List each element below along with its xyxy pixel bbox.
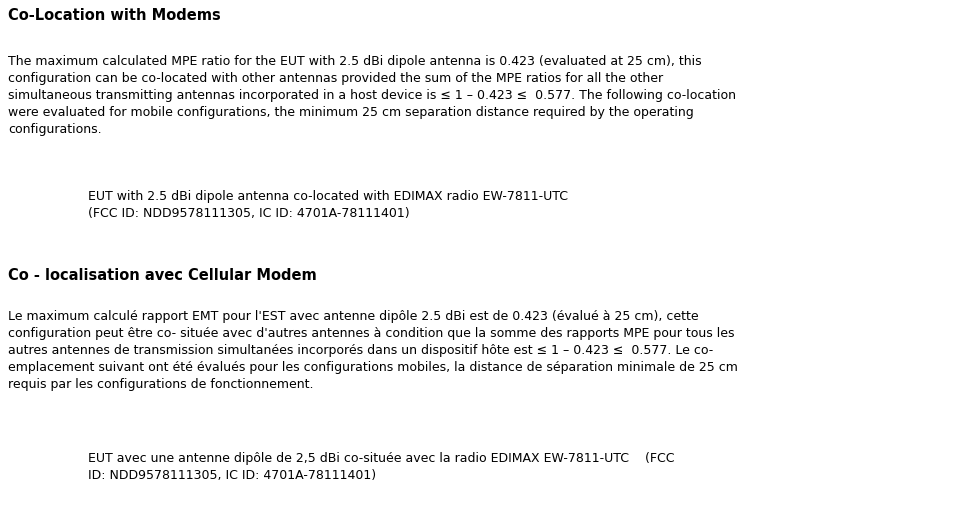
Text: emplacement suivant ont été évalués pour les configurations mobiles, la distance: emplacement suivant ont été évalués pour… [8, 361, 737, 374]
Text: ID: NDD9578111305, IC ID: 4701A-78111401): ID: NDD9578111305, IC ID: 4701A-78111401… [87, 469, 376, 482]
Text: configurations.: configurations. [8, 123, 102, 136]
Text: requis par les configurations de fonctionnement.: requis par les configurations de fonctio… [8, 378, 313, 391]
Text: EUT with 2.5 dBi dipole antenna co-located with EDIMAX radio EW-7811-UTC: EUT with 2.5 dBi dipole antenna co-locat… [87, 190, 567, 203]
Text: configuration can be co-located with other antennas provided the sum of the MPE : configuration can be co-located with oth… [8, 72, 662, 85]
Text: simultaneous transmitting antennas incorporated in a host device is ≤ 1 – 0.423 : simultaneous transmitting antennas incor… [8, 89, 735, 102]
Text: (FCC ID: NDD9578111305, IC ID: 4701A-78111401): (FCC ID: NDD9578111305, IC ID: 4701A-781… [87, 207, 409, 220]
Text: autres antennes de transmission simultanées incorporés dans un dispositif hôte e: autres antennes de transmission simultan… [8, 344, 712, 357]
Text: The maximum calculated MPE ratio for the EUT with 2.5 dBi dipole antenna is 0.42: The maximum calculated MPE ratio for the… [8, 55, 701, 68]
Text: were evaluated for mobile configurations, the minimum 25 cm separation distance : were evaluated for mobile configurations… [8, 106, 693, 119]
Text: configuration peut être co- située avec d'autres antennes à condition que la som: configuration peut être co- située avec … [8, 327, 734, 340]
Text: Co-Location with Modems: Co-Location with Modems [8, 8, 220, 23]
Text: Le maximum calculé rapport EMT pour l'EST avec antenne dipôle 2.5 dBi est de 0.4: Le maximum calculé rapport EMT pour l'ES… [8, 310, 698, 323]
Text: Co - localisation avec Cellular Modem: Co - localisation avec Cellular Modem [8, 268, 316, 283]
Text: EUT avec une antenne dipôle de 2,5 dBi co-située avec la radio EDIMAX EW-7811-UT: EUT avec une antenne dipôle de 2,5 dBi c… [87, 452, 674, 465]
